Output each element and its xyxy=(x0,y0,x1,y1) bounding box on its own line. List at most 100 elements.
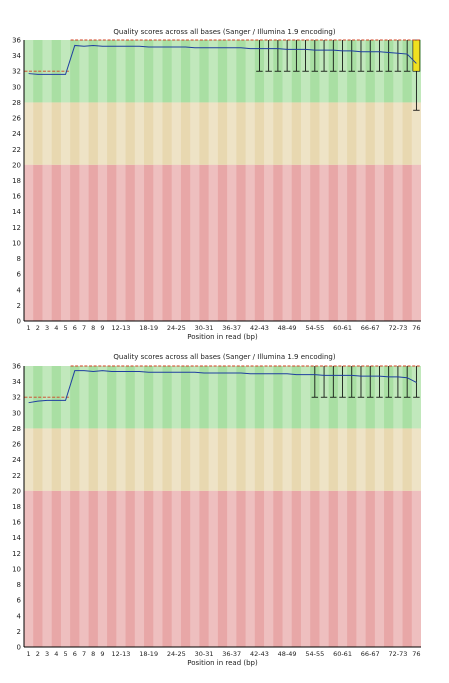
zone-stripe xyxy=(171,40,181,103)
y-tick-label: 18 xyxy=(12,503,21,511)
y-tick-label: 34 xyxy=(12,378,21,386)
zone-stripe xyxy=(356,164,366,321)
zone-stripe xyxy=(300,428,311,491)
y-tick-label: 36 xyxy=(12,37,21,45)
zone-stripe xyxy=(227,102,237,165)
zone-stripe xyxy=(60,366,71,429)
x-tick-label: 48-49 xyxy=(278,650,297,658)
y-tick-label: 2 xyxy=(17,302,21,310)
zone-stripe xyxy=(42,490,52,647)
zone-stripe xyxy=(319,102,329,165)
chart-title-bottom: Quality scores across all bases (Sanger … xyxy=(113,353,336,361)
zone-stripe xyxy=(190,428,200,491)
zone-stripe xyxy=(116,366,126,429)
zone-stripe xyxy=(245,40,255,103)
y-tick-label: 28 xyxy=(12,99,21,107)
x-tick-label: 30-31 xyxy=(195,324,214,332)
x-tick-label: 48-49 xyxy=(278,324,297,332)
zone-stripe xyxy=(134,102,145,165)
y-tick-label: 2 xyxy=(17,628,21,636)
x-tick-label: 54-55 xyxy=(305,650,324,658)
zone-stripe xyxy=(134,428,145,491)
zone-stripe xyxy=(282,490,292,647)
zone-stripe xyxy=(24,490,34,647)
zone-reasonable xyxy=(24,102,421,165)
zone-stripe xyxy=(42,40,52,103)
y-tick-label: 32 xyxy=(12,68,21,76)
y-tick-label: 16 xyxy=(12,519,21,527)
zone-stripe xyxy=(79,164,89,321)
zone-stripe xyxy=(134,490,145,647)
zone-stripe xyxy=(42,164,52,321)
x-tick-label: 5 xyxy=(63,324,67,332)
x-tick-label: 3 xyxy=(45,324,49,332)
zone-stripe xyxy=(393,428,403,491)
zone-stripe xyxy=(97,428,108,491)
y-tick-label: 14 xyxy=(12,208,21,216)
zone-stripe xyxy=(282,164,292,321)
zone-stripe xyxy=(79,490,89,647)
y-tick-label: 16 xyxy=(12,193,21,201)
zone-stripe xyxy=(245,164,255,321)
y-tick-label: 26 xyxy=(12,115,21,123)
zone-stripe xyxy=(171,164,181,321)
zone-stripe xyxy=(116,164,126,321)
y-tick-label: 30 xyxy=(12,83,21,91)
x-tick-label: 76 xyxy=(412,324,420,332)
x-tick-label: 36-37 xyxy=(222,324,241,332)
zone-stripe xyxy=(171,366,181,429)
y-tick-label: 4 xyxy=(17,286,22,294)
chart-bottom: 0 2 4 6 8 10 12 14 16 18 20 22 24 26 28 30 32 34 36 1 2 3 4 5 6 7… xyxy=(0,352,449,674)
zone-stripe xyxy=(190,102,200,165)
zone-stripe xyxy=(116,490,126,647)
zone-poor xyxy=(24,164,421,321)
zone-poor xyxy=(24,490,421,647)
y-tick-label: 0 xyxy=(17,318,21,326)
zone-stripe xyxy=(300,102,311,165)
y-tick-label: 22 xyxy=(12,472,21,480)
zone-stripe xyxy=(153,428,163,491)
zone-stripe xyxy=(60,428,71,491)
zone-stripe xyxy=(208,490,218,647)
zone-stripe xyxy=(60,40,71,103)
y-tick-label: 20 xyxy=(12,161,21,169)
zone-stripe xyxy=(411,102,421,165)
y-tick-label: 24 xyxy=(12,130,21,138)
zone-stripe xyxy=(97,366,108,429)
mean-line xyxy=(28,370,417,404)
zone-stripe xyxy=(374,102,385,165)
x-tick-label: 4 xyxy=(54,324,58,332)
zone-stripe xyxy=(60,102,71,165)
zone-stripe xyxy=(208,428,218,491)
zone-stripe xyxy=(374,164,385,321)
y-tick-label: 28 xyxy=(12,425,21,433)
zone-stripe xyxy=(24,164,34,321)
zone-stripe xyxy=(42,366,52,429)
zone-stripe xyxy=(97,164,108,321)
zone-stripe xyxy=(153,102,163,165)
x-tick-label: 76 xyxy=(412,650,420,658)
y-tick-label: 24 xyxy=(12,456,21,464)
x-tick-label: 7 xyxy=(82,324,86,332)
zone-stripe xyxy=(60,490,71,647)
zone-stripe xyxy=(116,428,126,491)
zone-stripe xyxy=(264,366,274,429)
zone-stripe xyxy=(337,428,348,491)
x-tick-label: 9 xyxy=(100,324,104,332)
x-tick-label: 24-25 xyxy=(167,324,186,332)
zone-stripe xyxy=(79,102,89,165)
zone-stripe xyxy=(411,164,421,321)
x-tick-label: 5 xyxy=(63,650,67,658)
zone-stripe xyxy=(208,102,218,165)
zone-stripe xyxy=(227,428,237,491)
x-tick-label: 60-61 xyxy=(333,324,352,332)
x-tick-label: 36-37 xyxy=(222,650,241,658)
y-tick-label: 0 xyxy=(17,644,21,652)
zone-stripe xyxy=(42,428,52,491)
zone-stripe xyxy=(227,490,237,647)
x-tick-label: 2 xyxy=(36,650,40,658)
zone-stripe xyxy=(337,490,348,647)
zone-stripe xyxy=(190,490,200,647)
zone-stripe xyxy=(97,40,108,103)
